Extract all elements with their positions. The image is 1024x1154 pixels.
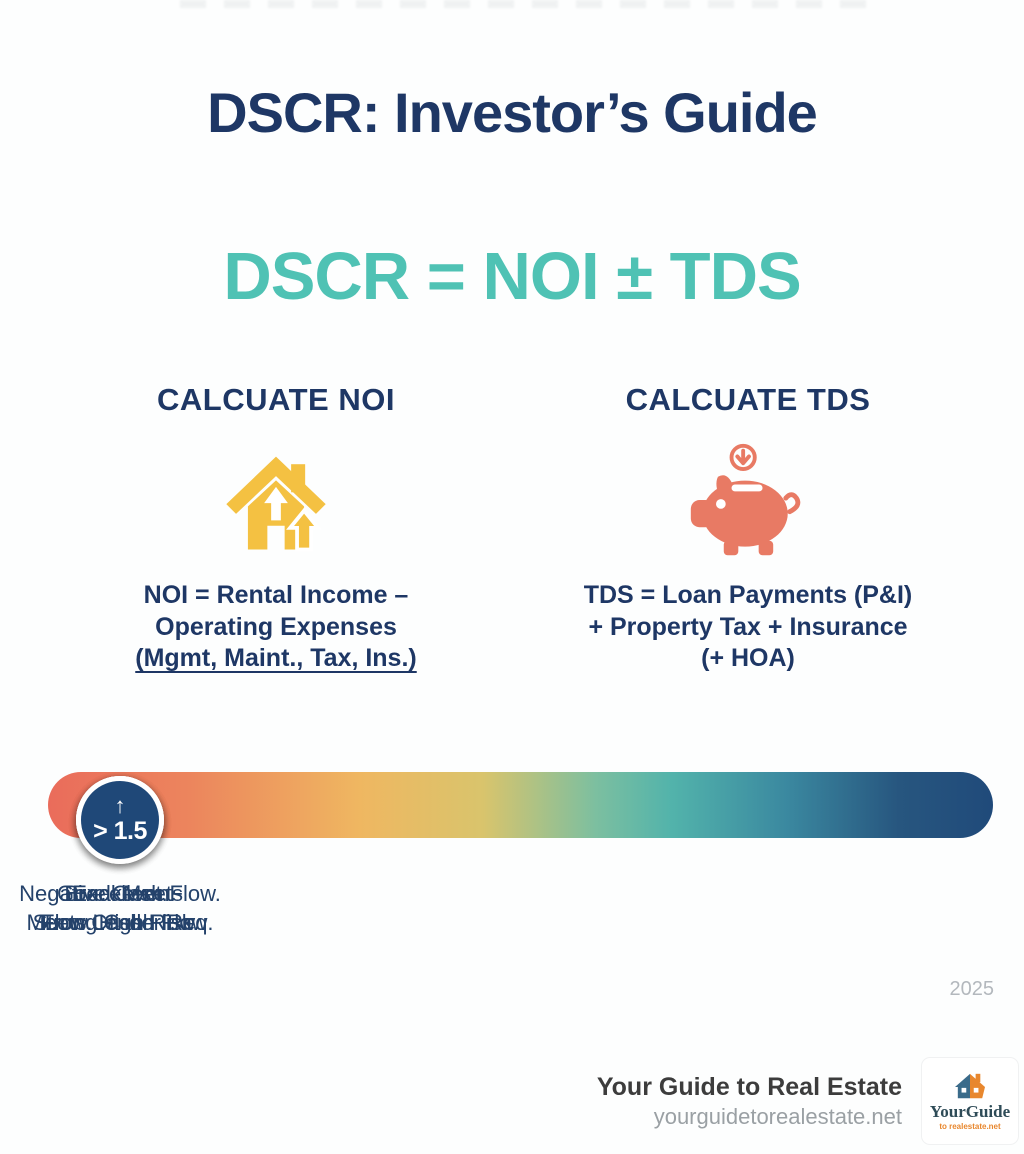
tds-column: CALCUATE TDS TDS = Loan Payments (P&I) +…	[512, 382, 984, 675]
tds-description: TDS = Loan Payments (P&I) + Property Tax…	[512, 580, 984, 675]
logo-name: YourGuide	[929, 1102, 1011, 1121]
dscr-gradient-scale-bar	[48, 772, 993, 838]
footer-brand: Your Guide to Real Estate	[596, 1072, 902, 1101]
noi-heading: CALCUATE NOI	[157, 382, 395, 417]
noi-line-2: Operating Expenses	[155, 612, 397, 641]
noi-description: NOI = Rental Income – Operating Expenses…	[40, 580, 512, 675]
tds-line-2: + Property Tax + Insurance	[588, 612, 908, 641]
scale-stop-label: Excellent. Strong Cash Flow	[32, 881, 208, 936]
arrow-up-icon: ↑	[114, 792, 126, 818]
dscr-formula: DSCR = NOI ± TDS	[223, 239, 801, 314]
logo-tagline: to realestate.net	[939, 1122, 1001, 1131]
footer-text: Your Guide to Real Estate yourguidetorea…	[597, 1073, 902, 1130]
scale-stop-label: Negative Cash Flow. Flow. High Risk.	[19, 881, 221, 936]
noi-line-3: (Mgmt, Maint., Tax, Ins.)	[135, 644, 417, 672]
noi-line-1: NOI = Rental Income –	[143, 581, 409, 609]
house-income-up-icon	[40, 424, 512, 580]
page-title: DSCR: Investor’s Guide	[207, 81, 818, 144]
scale-stop-value: > 1.5	[93, 816, 147, 845]
calculation-columns: CALCUATE NOI NOI = Rental Income – Opera…	[40, 382, 984, 675]
noi-column: CALCUATE NOI NOI = Rental Income – Opera…	[40, 382, 512, 675]
scale-stop-label: Good. Meets Meets Lender Req.	[26, 881, 214, 936]
scale-stop-label: Breakeven. Low Cash Flow	[44, 881, 196, 936]
cutoff-text-artifact	[180, 0, 880, 8]
footer-website: yourguidetorealestate.net	[653, 1103, 902, 1129]
year-label: 2025	[949, 978, 995, 1000]
tds-line-3: (+ HOA)	[701, 644, 795, 672]
tds-heading: CALCUATE TDS	[625, 382, 871, 417]
logo-house-icon	[955, 1073, 985, 1099]
scale-stop-circle: ↑ > 1.5	[76, 776, 164, 864]
tds-line-1: TDS = Loan Payments (P&I)	[583, 581, 913, 609]
footer: Your Guide to Real Estate yourguidetorea…	[597, 1058, 1018, 1144]
scale-stop-above-1-5: ↑ > 1.5 Excellent. Strong Cash Flow	[0, 776, 240, 938]
piggy-bank-deposit-icon	[512, 424, 984, 580]
yourguide-logo: YourGuide to realestate.net	[922, 1058, 1018, 1144]
